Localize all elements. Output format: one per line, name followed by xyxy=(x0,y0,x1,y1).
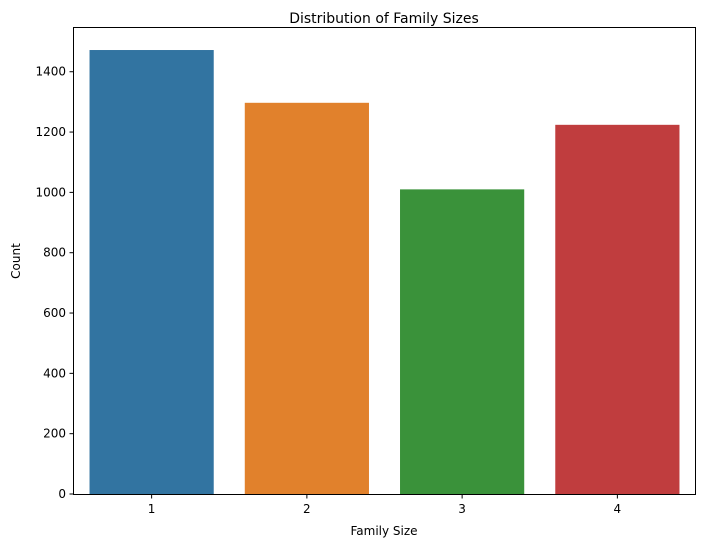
x-axis: 1 2 3 4 xyxy=(148,494,622,516)
x-tick-label-2: 2 xyxy=(303,502,311,516)
y-tick-label-800: 800 xyxy=(43,246,66,260)
y-tick-label-0: 0 xyxy=(58,487,66,501)
bar-1 xyxy=(89,50,214,495)
y-axis: 0 200 400 600 800 1000 1200 1400 xyxy=(35,65,74,501)
y-tick-label-1000: 1000 xyxy=(35,185,66,199)
x-tick-label-1: 1 xyxy=(148,502,156,516)
bars-group xyxy=(89,50,680,495)
bar-2 xyxy=(244,102,369,495)
y-tick-label-1400: 1400 xyxy=(35,65,66,79)
y-tick-label-1200: 1200 xyxy=(35,125,66,139)
y-tick-label-400: 400 xyxy=(43,366,66,380)
y-axis-label: Count xyxy=(9,243,23,279)
y-tick-label-600: 600 xyxy=(43,306,66,320)
bar-4 xyxy=(555,124,680,494)
bar-3 xyxy=(400,189,525,494)
x-axis-label: Family Size xyxy=(350,524,417,538)
x-tick-label-3: 3 xyxy=(458,502,466,516)
x-tick-label-4: 4 xyxy=(614,502,622,516)
chart-title: Distribution of Family Sizes xyxy=(289,11,479,27)
plot-frame xyxy=(73,27,696,495)
y-tick-label-200: 200 xyxy=(43,427,66,441)
